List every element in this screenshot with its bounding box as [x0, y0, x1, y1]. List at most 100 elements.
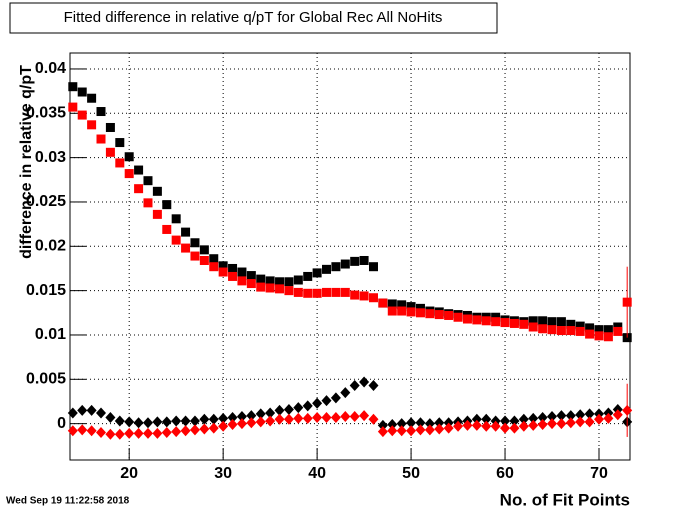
marker — [143, 198, 153, 208]
marker — [255, 416, 266, 428]
marker — [161, 416, 172, 428]
marker — [77, 404, 88, 416]
marker — [322, 287, 332, 297]
marker — [133, 427, 144, 439]
marker — [556, 317, 566, 327]
marker — [359, 410, 370, 422]
x-tick-label: 30 — [214, 465, 232, 482]
marker — [518, 413, 529, 425]
marker — [218, 412, 229, 424]
marker — [302, 412, 313, 424]
y-tick-label: 0.015 — [26, 282, 66, 299]
marker — [377, 419, 388, 431]
marker — [96, 427, 107, 439]
marker — [537, 411, 548, 423]
marker — [86, 404, 97, 416]
marker — [134, 184, 144, 194]
marker — [453, 312, 463, 322]
x-axis-label: No. of Fit Points — [500, 490, 630, 509]
marker — [622, 404, 633, 416]
marker — [509, 318, 519, 328]
marker — [547, 418, 558, 430]
marker — [237, 267, 247, 277]
marker — [321, 411, 332, 423]
marker — [77, 87, 87, 97]
marker — [209, 262, 219, 272]
marker — [265, 283, 275, 293]
marker — [396, 418, 407, 430]
marker — [368, 413, 379, 425]
marker — [575, 416, 586, 428]
marker — [528, 412, 539, 424]
y-tick-label: 0.035 — [26, 105, 66, 122]
marker — [377, 426, 388, 438]
chart-title: Fitted difference in relative q/pT for G… — [64, 9, 443, 26]
marker — [293, 402, 304, 414]
marker — [603, 325, 613, 335]
marker — [303, 288, 313, 298]
marker — [387, 419, 398, 431]
marker — [359, 376, 370, 388]
marker — [406, 425, 417, 437]
marker — [593, 413, 604, 425]
marker — [190, 238, 200, 248]
marker — [236, 411, 247, 423]
marker — [603, 332, 613, 342]
marker — [218, 267, 228, 277]
marker — [105, 428, 116, 440]
marker — [171, 426, 182, 438]
marker — [152, 186, 162, 196]
marker — [425, 309, 435, 319]
marker — [612, 409, 623, 421]
marker — [434, 417, 445, 429]
marker — [331, 287, 341, 297]
marker — [293, 412, 304, 424]
marker — [218, 420, 229, 432]
marker — [537, 419, 548, 431]
marker — [274, 413, 285, 425]
marker — [171, 214, 181, 224]
marker — [199, 255, 209, 265]
marker — [283, 413, 294, 425]
marker — [481, 420, 492, 432]
marker — [255, 408, 266, 420]
marker — [349, 380, 360, 392]
marker — [406, 307, 416, 317]
marker — [500, 318, 510, 328]
marker — [613, 326, 623, 336]
marker — [114, 415, 125, 427]
marker — [162, 200, 172, 210]
marker — [472, 315, 482, 325]
marker — [124, 169, 134, 179]
marker — [115, 138, 125, 148]
marker — [152, 416, 163, 428]
marker — [462, 419, 473, 431]
marker — [330, 392, 341, 404]
marker — [368, 380, 379, 392]
x-tick-label: 50 — [402, 465, 420, 482]
marker — [115, 158, 125, 168]
marker — [162, 224, 172, 234]
marker — [142, 417, 153, 429]
plot-frame — [69, 52, 631, 461]
marker — [387, 425, 398, 437]
marker — [322, 264, 332, 274]
marker — [256, 274, 266, 284]
marker — [105, 411, 116, 423]
marker — [359, 255, 369, 265]
marker — [67, 407, 78, 419]
marker — [566, 326, 576, 336]
marker — [424, 424, 435, 436]
marker — [340, 259, 350, 269]
marker — [181, 243, 191, 253]
marker — [575, 321, 585, 331]
marker — [547, 317, 557, 327]
marker — [152, 209, 162, 219]
marker — [387, 299, 397, 309]
marker — [566, 319, 576, 329]
marker — [538, 316, 548, 326]
marker — [246, 410, 257, 422]
marker — [199, 423, 210, 435]
marker — [321, 395, 332, 407]
